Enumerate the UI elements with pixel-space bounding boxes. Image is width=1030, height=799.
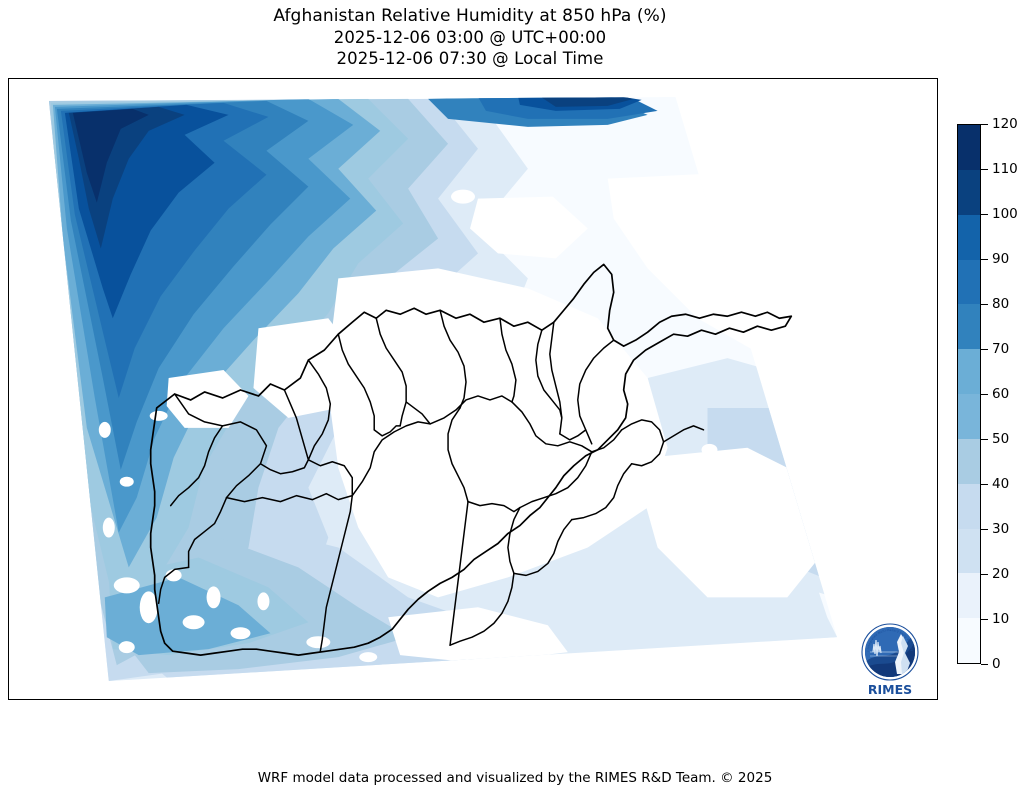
province-line-13 (577, 339, 615, 445)
province-line-22 (157, 566, 190, 605)
logo-wordmark: RIMES (868, 682, 912, 697)
province-line-23 (169, 425, 224, 507)
colorbar-tick-70 (981, 349, 988, 350)
province-line-4 (429, 395, 513, 425)
national-border-afghanistan (149, 263, 793, 656)
colorbar-tick-label-50: 50 (992, 431, 1010, 447)
colorbar-segment-11 (958, 125, 980, 170)
province-line-5 (511, 401, 593, 453)
colorbar-tick-label-0: 0 (992, 656, 1001, 672)
province-line-32 (283, 389, 310, 461)
province-line-33 (337, 333, 375, 431)
rimes-logo-graphic: Regional Integrated Multi-Hazard Early W… (857, 622, 919, 697)
colorbar-tick-label-70: 70 (992, 341, 1010, 357)
colorbar-tick-0 (981, 664, 988, 665)
province-line-15 (519, 451, 593, 509)
province-line-26 (513, 518, 573, 577)
colorbar-gradient (957, 124, 981, 664)
colorbar-tick-label-60: 60 (992, 386, 1010, 402)
domain-speckles (98, 189, 718, 663)
contour-fill-group (48, 96, 838, 682)
province-line-28 (535, 329, 563, 419)
province-line-25 (571, 463, 633, 521)
colorbar-segment-9 (958, 214, 980, 260)
colorbar-tick-110 (981, 169, 988, 170)
colorbar-tick-label-30: 30 (992, 521, 1010, 537)
province-line-8 (307, 459, 354, 497)
colorbar-tick-60 (981, 394, 988, 395)
colorbar-segment-6 (958, 349, 980, 395)
province-line-2 (225, 492, 354, 503)
province-line-11 (499, 317, 517, 403)
rimes-logo: Regional Integrated Multi-Hazard Early W… (857, 622, 923, 698)
province-line-16 (507, 506, 521, 575)
title-utc-time: 2025-12-06 03:00 @ UTC+00:00 (333, 28, 607, 47)
colorbar[interactable]: 0 10 20 30 40 50 60 70 80 90 100 110 120 (957, 116, 1018, 672)
colorbar-tick-label-90: 90 (992, 251, 1010, 267)
province-line-34 (373, 425, 401, 437)
colorbar-tick-50 (981, 439, 988, 440)
province-line-17 (447, 407, 469, 503)
colorbar-segment-1 (958, 573, 980, 619)
province-line-21 (187, 496, 228, 569)
title-local-time: 2025-12-06 07:30 @ Local Time (336, 49, 604, 68)
province-line-3 (351, 421, 431, 497)
logo-emblem (865, 627, 915, 677)
colorbar-segment-4 (958, 438, 980, 484)
map-canvas (9, 79, 937, 699)
province-line-18 (467, 500, 521, 513)
colorbar-tick-label-10: 10 (992, 611, 1010, 627)
province-line-27 (662, 425, 705, 443)
colorbar-segment-8 (958, 259, 980, 305)
colorbar-segment-3 (958, 483, 980, 529)
colorbar-tick-90 (981, 259, 988, 260)
page-title: Afghanistan Relative Humidity at 850 hPa… (0, 6, 940, 69)
colorbar-tick-40 (981, 484, 988, 485)
province-line-9 (375, 317, 407, 427)
colorbar-tick-label-40: 40 (992, 476, 1010, 492)
colorbar-tick-label-100: 100 (992, 206, 1018, 222)
colorbar-tick-20 (981, 574, 988, 575)
colorbar-tick-label-20: 20 (992, 566, 1010, 582)
province-line-29 (259, 459, 310, 475)
low-humidity-cores (166, 173, 838, 664)
colorbar-tick-label-110: 110 (992, 161, 1018, 177)
colorbar-segment-2 (958, 528, 980, 574)
colorbar-tick-80 (981, 304, 988, 305)
colorbar-tick-10 (981, 619, 988, 620)
colorbar-tick-100 (981, 214, 988, 215)
province-line-19 (449, 500, 469, 646)
province-line-1 (173, 393, 268, 499)
footer-credit: WRF model data processed and visualized … (257, 770, 773, 786)
colorbar-tick-label-80: 80 (992, 296, 1010, 312)
province-line-14 (559, 429, 587, 441)
province-line-10 (439, 309, 467, 409)
province-line-20 (319, 494, 354, 652)
colorbar-tick-labels: 0 10 20 30 40 50 60 70 80 90 100 110 120 (981, 116, 1030, 672)
humidity-contour-map (48, 96, 838, 682)
colorbar-tick-30 (981, 529, 988, 530)
province-line-7 (307, 359, 332, 461)
title-main: Afghanistan Relative Humidity at 850 hPa… (273, 6, 667, 26)
colorbar-tick-120 (981, 124, 988, 125)
province-line-6 (590, 429, 623, 453)
colorbar-tick-label-120: 120 (992, 116, 1018, 132)
colorbar-segment-7 (958, 304, 980, 350)
colorbar-segment-0 (958, 618, 980, 663)
contour-band-110-120 (72, 108, 149, 203)
colorbar-segment-10 (958, 169, 980, 215)
admin-boundaries (149, 263, 793, 656)
map-plot-area[interactable] (8, 78, 938, 700)
province-line-31 (449, 572, 515, 646)
colorbar-segment-5 (958, 394, 980, 439)
province-line-24 (620, 419, 665, 467)
province-line-30 (405, 401, 431, 425)
